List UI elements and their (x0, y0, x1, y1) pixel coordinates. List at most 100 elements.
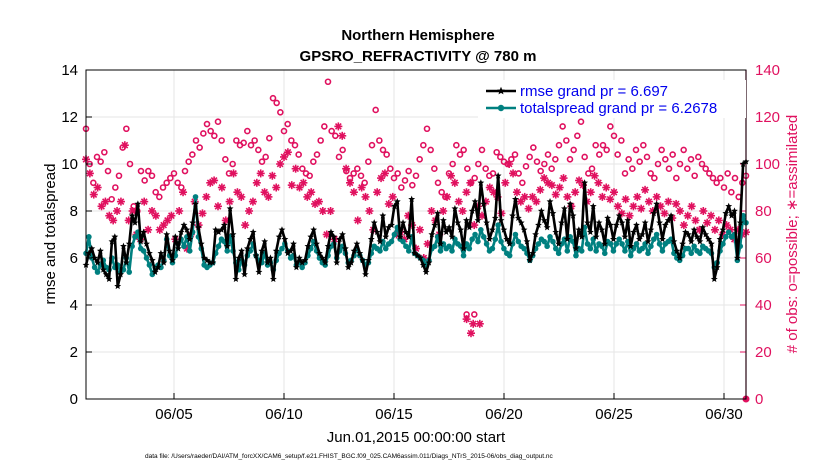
totalspread-point (403, 243, 409, 250)
possible-obs-point (555, 141, 563, 149)
assimilated-obs-point (563, 192, 572, 201)
rmse-point (186, 235, 194, 243)
totalspread-point (564, 248, 571, 254)
totalspread-point (475, 238, 481, 245)
rmse-point (318, 254, 326, 261)
possible-obs-point (720, 184, 728, 191)
possible-obs-point (610, 132, 618, 140)
rmse-point (416, 254, 424, 261)
totalspread-point (181, 243, 187, 250)
totalspread-point (377, 248, 383, 254)
assimilated-obs-point (439, 207, 448, 215)
possible-obs-point (203, 120, 211, 128)
rmse-point (367, 235, 375, 243)
rmse-point (509, 212, 516, 219)
y2-tick-label: 60 (755, 250, 772, 267)
totalspread-point (555, 250, 562, 257)
rmse-point (396, 233, 404, 240)
possible-obs-point (332, 132, 339, 140)
rmse-point (448, 233, 456, 240)
possible-obs-point (731, 174, 739, 182)
possible-obs-point (258, 158, 266, 165)
rmse-point (359, 256, 367, 264)
assimilated-obs-point (217, 183, 226, 192)
totalspread-point (723, 234, 729, 240)
assimilated-obs-point (415, 225, 424, 234)
totalspread-point (697, 250, 703, 257)
possible-obs-point (420, 141, 427, 149)
assimilated-obs-point (151, 211, 160, 220)
assimilated-obs-point (225, 197, 234, 206)
rmse-point (635, 235, 643, 243)
possible-obs-point (662, 156, 669, 163)
rmse-point (209, 259, 217, 266)
rmse-point (148, 256, 156, 264)
rmse-point (370, 219, 378, 226)
rmse-point (292, 263, 300, 271)
assimilated-obs-point (283, 148, 292, 157)
rmse-point (451, 205, 459, 212)
possible-obs-point (90, 179, 97, 187)
possible-obs-point (695, 153, 702, 161)
rmse-point (137, 237, 145, 245)
totalspread-point (691, 243, 697, 250)
possible-obs-point (618, 137, 625, 144)
rmse-point (151, 268, 159, 276)
possible-obs-point (284, 120, 291, 128)
rmse-point (589, 202, 597, 210)
possible-obs-point (163, 179, 170, 187)
rmse-point (463, 216, 470, 224)
rmse-point (390, 202, 398, 210)
rmse-point (486, 235, 493, 243)
possible-obs-point (522, 163, 530, 170)
possible-obs-point (724, 170, 731, 177)
totalspread-point (645, 250, 651, 257)
assimilated-obs-point (625, 211, 634, 220)
possible-obs-point (592, 141, 599, 149)
rmse-point (627, 242, 635, 250)
rmse-point (477, 179, 485, 186)
rmse-point (494, 172, 502, 179)
totalspread-point (633, 241, 640, 247)
assimilated-obs-point (443, 192, 452, 201)
rmse-point (255, 268, 263, 276)
possible-obs-point (559, 123, 566, 130)
rmse-point (592, 233, 600, 240)
chart-title: Northern Hemisphere (341, 27, 494, 44)
assimilated-obs-point (322, 230, 331, 239)
rmse-point (134, 200, 142, 207)
rmse-point (243, 245, 251, 252)
rmse-point (733, 254, 741, 261)
rmse-point (437, 240, 444, 247)
rmse-point (362, 270, 369, 278)
possible-obs-point (673, 174, 680, 182)
x-tick-label: 06/25 (595, 406, 633, 423)
rmse-point (465, 223, 473, 231)
assimilated-obs-point (467, 329, 475, 338)
rmse-point (122, 259, 130, 266)
totalspread-point (400, 238, 406, 245)
assimilated-obs-point (318, 207, 327, 215)
totalspread-point (126, 269, 133, 275)
possible-obs-point (273, 99, 280, 107)
totalspread-point (215, 243, 222, 250)
rmse-point (238, 247, 246, 254)
possible-obs-point (482, 165, 489, 172)
rmse-point (264, 259, 271, 266)
rmse-point (656, 219, 663, 226)
rmse-point (641, 219, 649, 226)
rmse-point (333, 259, 341, 266)
totalspread-point (495, 222, 501, 228)
possible-obs-point (295, 151, 302, 158)
rmse-point (491, 214, 499, 221)
assimilated-obs-point (676, 207, 684, 215)
totalspread-point (469, 236, 476, 242)
totalspread-point (132, 234, 138, 240)
assimilated-obs-point (210, 176, 219, 185)
assimilated-obs-point (109, 216, 118, 225)
possible-obs-point (240, 139, 247, 147)
rmse-point (91, 254, 99, 261)
rmse-point (535, 221, 542, 229)
assimilated-obs-point (346, 178, 354, 187)
assimilated-obs-point (532, 197, 541, 206)
